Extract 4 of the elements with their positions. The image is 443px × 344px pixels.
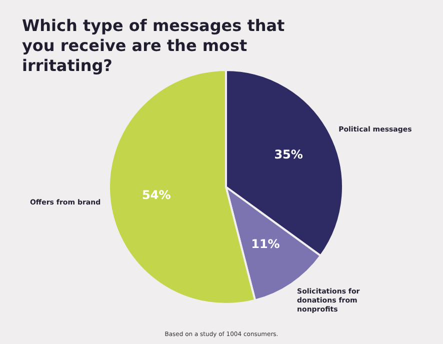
data-label: 11% (251, 237, 280, 252)
chart-title: Which type of messages that you receive are the most irritating? (22, 16, 286, 76)
data-label: 54% (142, 188, 171, 202)
data-label: 35% (274, 147, 303, 162)
